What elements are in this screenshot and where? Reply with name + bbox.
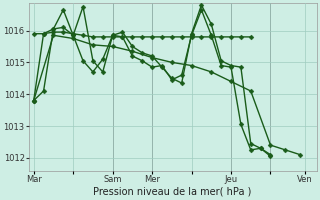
X-axis label: Pression niveau de la mer( hPa ): Pression niveau de la mer( hPa ): [93, 187, 252, 197]
